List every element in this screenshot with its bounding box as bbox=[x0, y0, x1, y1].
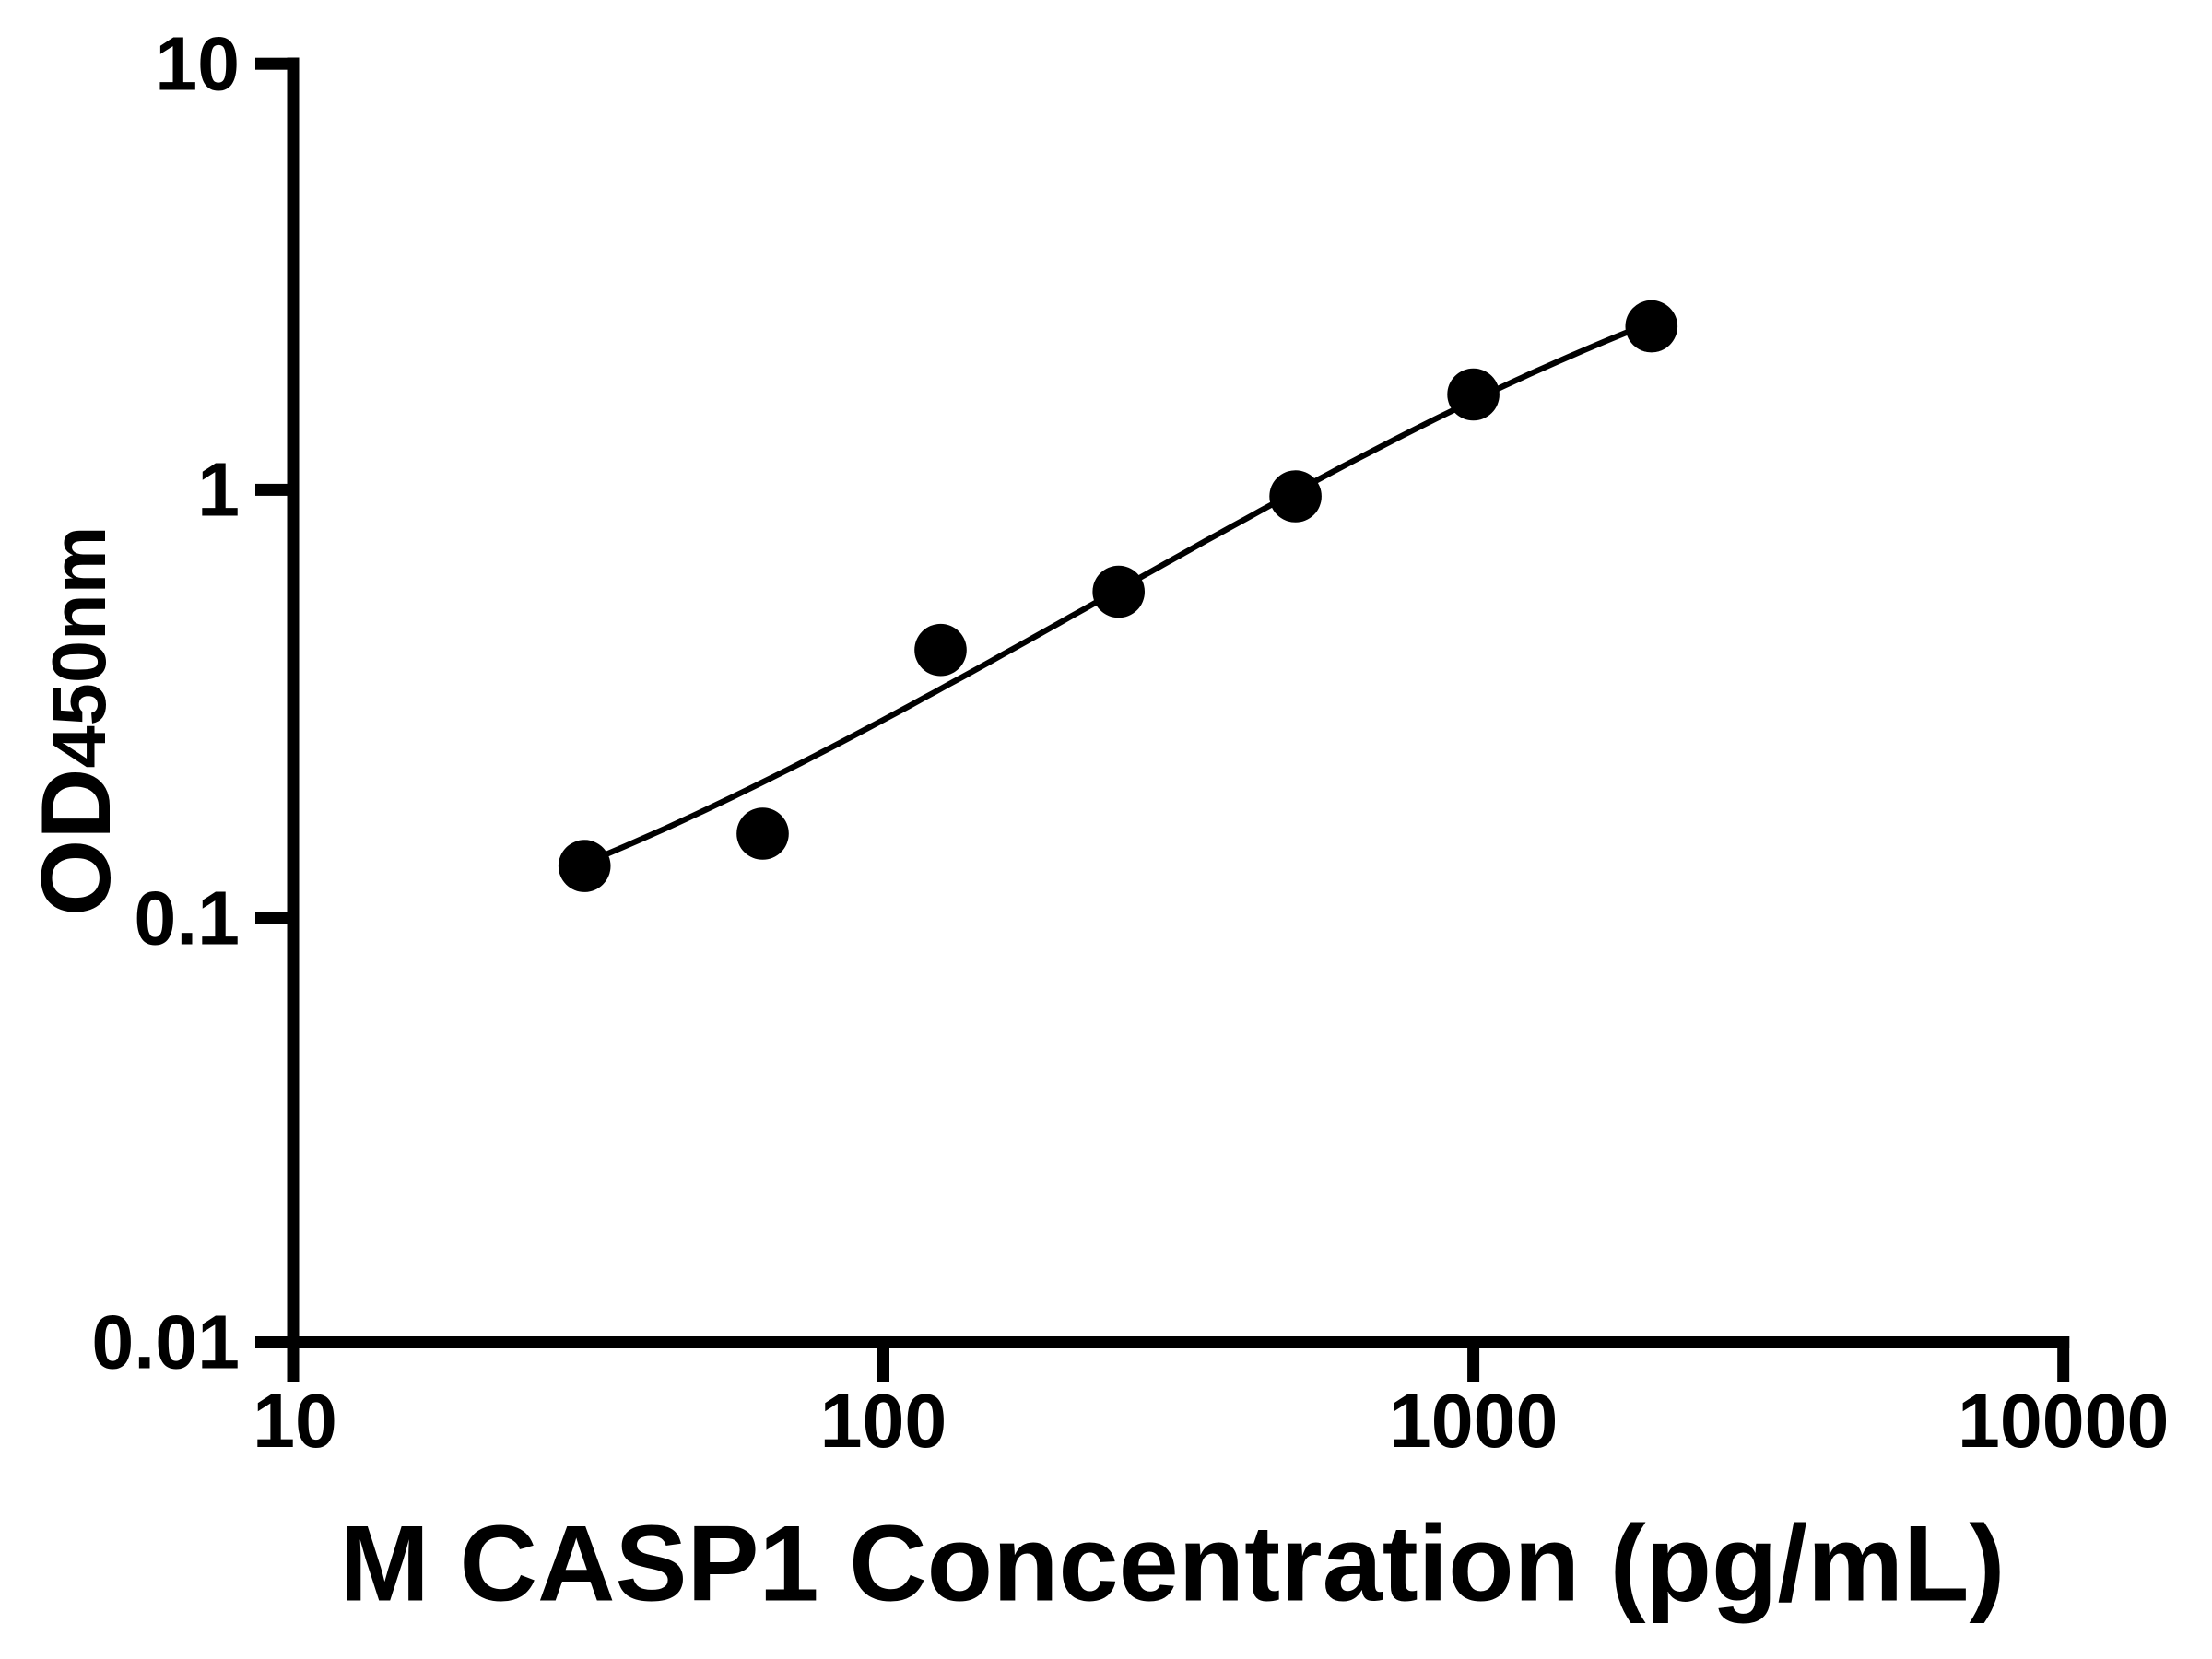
svg-text:0.1: 0.1 bbox=[134, 877, 240, 961]
svg-text:0.01: 0.01 bbox=[91, 1300, 240, 1385]
svg-text:OD450nm: OD450nm bbox=[20, 526, 131, 916]
svg-text:100: 100 bbox=[820, 1379, 947, 1464]
svg-text:1: 1 bbox=[197, 448, 240, 533]
svg-text:10000: 10000 bbox=[1958, 1379, 2169, 1464]
svg-text:1000: 1000 bbox=[1389, 1379, 1559, 1464]
svg-text:10: 10 bbox=[253, 1379, 337, 1464]
svg-text:M CASP1 Concentration (pg/mL): M CASP1 Concentration (pg/mL) bbox=[340, 1503, 2006, 1624]
svg-text:10: 10 bbox=[155, 22, 240, 107]
